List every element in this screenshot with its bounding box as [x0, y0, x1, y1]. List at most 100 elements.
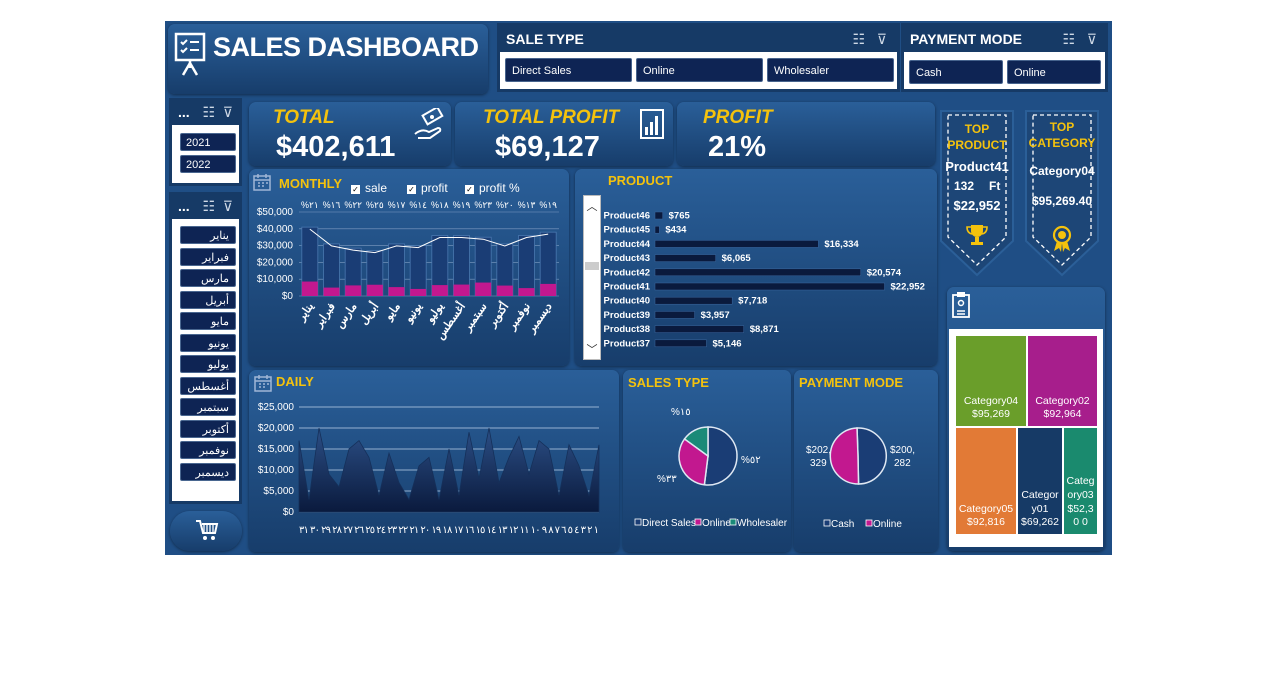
- daily-area[interactable]: [298, 427, 600, 513]
- product-value-label: $3,957: [701, 310, 730, 321]
- sale-bar[interactable]: [409, 245, 427, 297]
- month-option[interactable]: سبتمبر: [180, 398, 236, 416]
- month-option[interactable]: يونيو: [180, 333, 236, 352]
- month-option[interactable]: ديسمبر: [180, 462, 236, 481]
- profit-bar[interactable]: [301, 281, 318, 296]
- slicer-option-direct-sales[interactable]: Direct Sales: [505, 58, 632, 82]
- profit-bar[interactable]: [388, 287, 405, 296]
- header-panel: SALES DASHBOARD: [168, 24, 488, 94]
- slicer-header: ... ☷ ⊽: [172, 195, 239, 219]
- profit-bar[interactable]: [410, 288, 427, 296]
- product-bar[interactable]: [654, 339, 707, 348]
- treemap-cell-category01[interactable]: Categor y01 $69,262: [1018, 428, 1062, 534]
- profit-bar[interactable]: [431, 285, 448, 296]
- calendar-icon: [253, 174, 271, 191]
- product-bar[interactable]: [654, 211, 663, 220]
- product-bar[interactable]: [654, 311, 695, 319]
- pie-slice[interactable]: [829, 427, 860, 485]
- card-title-line: TOP: [1049, 120, 1075, 134]
- year-option[interactable]: 2022: [180, 155, 236, 173]
- product-bar[interactable]: [654, 268, 861, 277]
- slicer-option-cash[interactable]: Cash: [909, 60, 1003, 84]
- month-option[interactable]: فبراير: [180, 247, 236, 266]
- profit-bar[interactable]: [323, 287, 340, 296]
- slicer-title: ...: [178, 104, 190, 120]
- month-option[interactable]: مايو: [180, 312, 236, 330]
- year-option[interactable]: 2021: [180, 133, 236, 151]
- pie-slice[interactable]: [678, 437, 709, 486]
- month-option[interactable]: يناير: [180, 226, 236, 244]
- treemap-cell-category05[interactable]: Category05 $92,816: [956, 428, 1016, 534]
- profit-bar[interactable]: [496, 285, 513, 296]
- pie-label: %١٥: [671, 407, 691, 418]
- legend-label[interactable]: Cash: [831, 519, 854, 530]
- chart-title: SALES TYPE: [628, 375, 709, 390]
- treemap-cell-category03[interactable]: Categ ory03 $52,30 0: [1064, 428, 1097, 534]
- scroll-up-icon[interactable]: ︿: [586, 201, 598, 213]
- pie-slice[interactable]: [856, 427, 888, 485]
- product-bar[interactable]: [654, 325, 744, 333]
- month-option[interactable]: أكتوبر: [180, 419, 236, 438]
- pie-slice[interactable]: [683, 426, 709, 458]
- month-option[interactable]: يوليو: [180, 355, 236, 373]
- slicer-option-online[interactable]: Online: [636, 58, 763, 82]
- profit-pct-label: %٢٠: [496, 200, 514, 210]
- product-bar[interactable]: [654, 282, 885, 291]
- legend-item-profit[interactable]: ✓ profit: [407, 181, 448, 195]
- product-bar[interactable]: [654, 225, 660, 234]
- month-option[interactable]: أغسطس: [180, 376, 236, 395]
- scrollbar[interactable]: ︿ ﹀: [583, 195, 601, 360]
- product-bar[interactable]: [654, 296, 733, 305]
- multi-select-icon[interactable]: ☷: [202, 198, 215, 214]
- cart-button[interactable]: [170, 511, 242, 551]
- profit-pct-label: %١٧: [388, 200, 406, 210]
- legend-item-sale[interactable]: ✓ sale: [351, 181, 387, 195]
- profit-bar[interactable]: [366, 284, 383, 296]
- scroll-down-icon[interactable]: ﹀: [586, 344, 598, 356]
- profit-bar[interactable]: [540, 283, 557, 296]
- month-option[interactable]: نوفمبر: [180, 441, 236, 459]
- clear-filter-icon[interactable]: ⊽: [876, 31, 887, 47]
- product-label: Product43: [604, 253, 650, 264]
- slicer-header: SALE TYPE ☷ ⊽: [500, 26, 897, 52]
- product-value-label: $7,718: [738, 296, 767, 307]
- legend-label[interactable]: Online: [702, 518, 731, 529]
- legend-label[interactable]: Online: [873, 519, 902, 530]
- slicer-header: ... ☷ ⊽: [172, 101, 239, 125]
- month-option[interactable]: مارس: [180, 269, 236, 287]
- product-bar[interactable]: [654, 240, 819, 248]
- chart-title: PAYMENT MODE: [799, 375, 904, 390]
- profit-bar[interactable]: [453, 284, 470, 296]
- scrollbar-thumb[interactable]: [585, 262, 599, 270]
- treemap-cell-label: Category04: [963, 394, 1019, 407]
- hand-money-icon: [414, 108, 444, 139]
- pie-slice[interactable]: [703, 426, 738, 486]
- treemap-cell-category02[interactable]: Category02 $92,964: [1028, 336, 1097, 426]
- legend-swatch: [823, 519, 831, 527]
- profit-bar[interactable]: [518, 288, 535, 296]
- slicer-option-online[interactable]: Online: [1007, 60, 1101, 84]
- clear-filter-icon[interactable]: ⊽: [222, 104, 233, 120]
- treemap-cell-label: Categor y01: [1021, 489, 1059, 515]
- daily-area-chart: $25,000 $20,000 $15,000 $10,000 $5,000 $0 ١ ٢ …: [258, 402, 600, 536]
- pie-label: %٥٢: [741, 455, 761, 466]
- month-option[interactable]: أبريل: [180, 290, 236, 309]
- legend-label[interactable]: Direct Sales: [642, 518, 696, 529]
- multi-select-icon[interactable]: ☷: [202, 104, 215, 120]
- profit-bar[interactable]: [345, 285, 362, 296]
- treemap-cell-category04[interactable]: Category04 $95,269: [956, 336, 1026, 426]
- treemap: Category04 $95,269 Category02 $92,964 Cate…: [949, 329, 1103, 547]
- legend-swatch: [694, 518, 702, 526]
- clear-filter-icon[interactable]: ⊽: [222, 198, 233, 214]
- pie-label: %٣٣: [657, 474, 677, 485]
- product-bar[interactable]: [654, 254, 716, 262]
- legend-item-profit-pct[interactable]: ✓ profit %: [465, 181, 520, 195]
- profit-bar[interactable]: [475, 282, 492, 296]
- multi-select-icon[interactable]: ☷: [1062, 31, 1075, 47]
- clear-filter-icon[interactable]: ⊽: [1086, 31, 1097, 47]
- slicer-option-wholesaler[interactable]: Wholesaler: [767, 58, 894, 82]
- product-value-label: $8,871: [750, 324, 780, 335]
- sale-bar[interactable]: [518, 235, 535, 297]
- legend-label[interactable]: Wholesaler: [737, 518, 788, 529]
- multi-select-icon[interactable]: ☷: [852, 31, 865, 47]
